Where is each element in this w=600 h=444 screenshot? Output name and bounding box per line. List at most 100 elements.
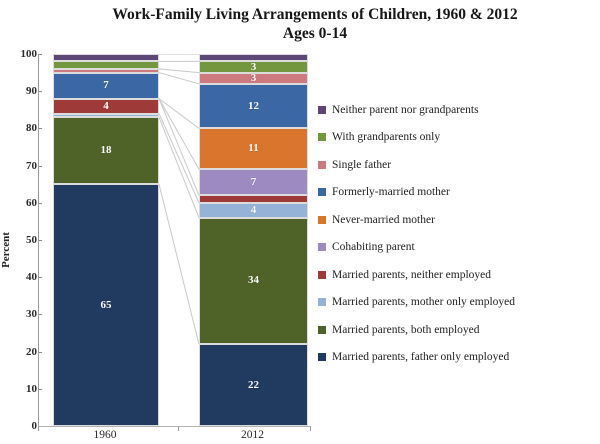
connector-line: [158, 98, 200, 170]
plot-area: 7 4 18 65 3 3 12 11 7 4 34 22: [38, 54, 311, 427]
y-tick-label: 40: [26, 271, 37, 284]
x-tick-mark: [38, 427, 39, 431]
legend-label: Married parents, neither employed: [332, 268, 492, 281]
bar-segment: 3: [199, 60, 308, 73]
bar-segment: [199, 195, 308, 203]
chart-title: Work-Family Living Arrangements of Child…: [0, 5, 600, 43]
x-category-label: 1960: [93, 429, 117, 441]
legend-item: Formerly-married mother: [318, 179, 594, 207]
legend-item: Married parents, mother only employed: [318, 289, 594, 317]
legend-label: With grandparents only: [332, 131, 441, 144]
y-tick-mark: [38, 351, 42, 353]
bar-segment: [199, 54, 308, 62]
legend-item: Cohabiting parent: [318, 234, 594, 262]
legend-swatch: [318, 188, 326, 197]
segment-value-label: 4: [103, 99, 109, 112]
x-category-label: 2012: [241, 429, 264, 441]
y-tick-label: 100: [20, 48, 38, 60]
bar-segment: 7: [53, 72, 159, 99]
legend-swatch: [318, 243, 326, 252]
connector-line: [158, 184, 200, 345]
bar-segment: 65: [53, 184, 159, 426]
legend-item: Neither parent nor grandparents: [318, 96, 594, 124]
y-tick-mark: [38, 54, 42, 55]
y-tick-label: 60: [26, 196, 37, 209]
y-tick-label: 20: [26, 345, 37, 358]
y-tick-mark: [38, 277, 42, 279]
legend-swatch: [318, 105, 326, 114]
y-tick-label: 70: [26, 159, 37, 172]
y-tick-label: 30: [26, 308, 37, 321]
x-tick-mark: [178, 427, 179, 431]
bar-segment: [53, 68, 159, 73]
legend-swatch: [318, 298, 326, 307]
y-tick-label: 90: [26, 85, 37, 98]
y-tick-mark: [38, 240, 42, 241]
y-tick-mark: [38, 202, 42, 204]
legend-swatch: [318, 353, 326, 362]
legend-item: Never-married mother: [318, 206, 594, 234]
connector-line: [158, 98, 200, 196]
segment-value-label: 65: [100, 298, 112, 311]
bar-segment: 11: [199, 128, 308, 170]
bar-segment: 4: [53, 98, 159, 114]
chart-title-line2: Ages 0-14: [282, 25, 348, 42]
segment-value-label: 7: [103, 79, 109, 92]
legend-label: Married parents, father only employed: [332, 351, 510, 364]
connector-line: [158, 68, 200, 74]
connector-line: [158, 72, 200, 85]
legend-label: Married parents, mother only employed: [332, 296, 515, 309]
legend-label: Never-married mother: [332, 213, 435, 226]
legend-item: Married parents, neither employed: [318, 261, 594, 289]
bar-segment: [53, 61, 159, 69]
bar-segment: 3: [199, 71, 308, 84]
legend-item: Married parents, father only employed: [318, 344, 594, 372]
segment-value-label: 34: [248, 274, 259, 287]
legend-swatch: [318, 133, 326, 142]
bar-segment: 7: [199, 169, 308, 196]
stacked-bar-2012: 3 3 12 11 7 4 34 22: [199, 54, 308, 426]
connector-line: [158, 117, 200, 218]
bar-segment: [53, 54, 159, 62]
legend-label: Single father: [332, 158, 392, 171]
legend: Neither parent nor grandparents With gran…: [318, 96, 594, 371]
legend-swatch: [318, 270, 326, 279]
bar-segment: 4: [199, 202, 308, 218]
legend-swatch: [318, 325, 326, 334]
bar-segment: 34: [199, 217, 308, 345]
stacked-bar-1960: 7 4 18 65: [53, 54, 159, 426]
legend-swatch: [318, 215, 326, 224]
y-tick-mark: [38, 388, 42, 390]
y-tick-label: 10: [26, 382, 37, 395]
connector-line: [158, 98, 200, 129]
segment-value-label: 3: [250, 60, 257, 73]
y-tick-mark: [38, 314, 42, 316]
legend-label: Cohabiting parent: [332, 241, 415, 254]
legend-label: Formerly-married mother: [332, 186, 450, 199]
legend-label: Married parents, both employed: [332, 323, 480, 336]
bar-segment: [53, 113, 159, 118]
y-tick-label: 0: [31, 420, 38, 432]
y-tick-mark: [38, 165, 42, 167]
legend-item: With grandparents only: [318, 124, 594, 152]
segment-value-label: 22: [248, 378, 259, 391]
bar-segment: 22: [199, 344, 308, 426]
y-tick-mark: [38, 128, 42, 130]
segment-value-label: 12: [248, 99, 259, 112]
segment-value-label: 18: [100, 144, 112, 157]
y-tick-label: 50: [26, 234, 37, 246]
legend-item: Married parents, both employed: [318, 316, 594, 344]
legend-item: Single father: [318, 151, 594, 179]
legend-swatch: [318, 160, 326, 169]
bar-segment: 12: [199, 83, 308, 129]
bar-segment: 18: [53, 117, 159, 185]
x-tick-mark: [310, 427, 311, 431]
connector-line: [158, 113, 200, 204]
segment-value-label: 3: [250, 71, 257, 84]
segment-value-label: 7: [250, 175, 257, 188]
y-tick-label: 80: [26, 122, 37, 135]
legend-label: Neither parent nor grandparents: [332, 103, 479, 116]
y-tick-mark: [38, 91, 42, 93]
chart-title-line1: Work-Family Living Arrangements of Child…: [112, 6, 518, 23]
